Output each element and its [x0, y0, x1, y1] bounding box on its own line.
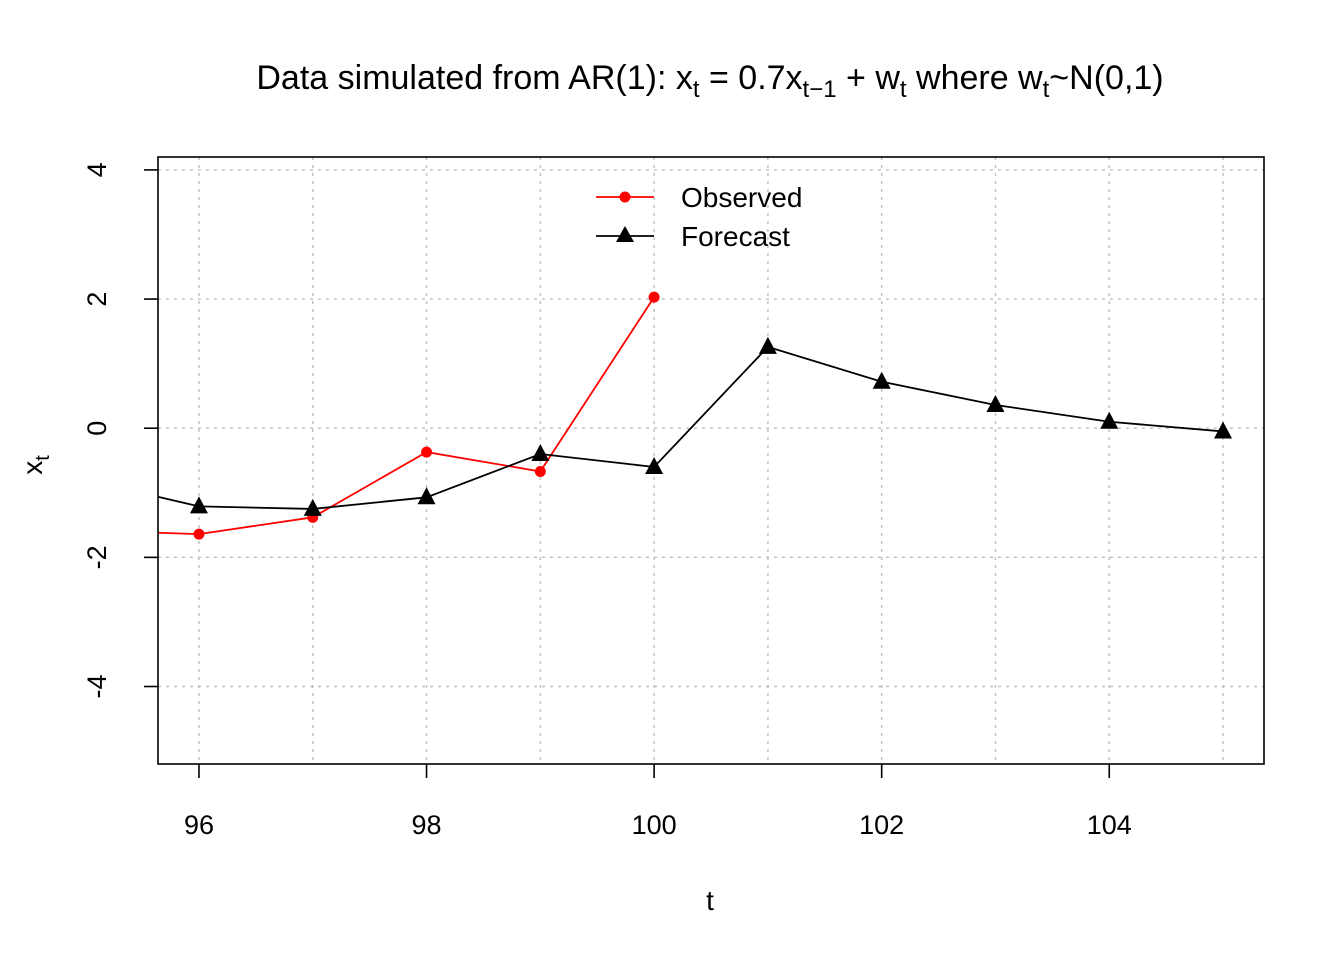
- y-tick-label: 0: [82, 421, 112, 436]
- point-observed: [534, 465, 546, 477]
- y-axis: -4 -2 0 2 4: [82, 162, 158, 699]
- title-sub-2: t−1: [803, 76, 837, 103]
- y-axis-label-sub: t: [32, 455, 54, 461]
- point-forecast: [417, 487, 436, 505]
- y-axis-label-base: x: [17, 461, 48, 475]
- point-forecast: [531, 444, 550, 462]
- x-tick-label: 96: [184, 810, 214, 840]
- point-forecast: [645, 456, 664, 474]
- point-observed: [421, 446, 433, 458]
- title-sub-3: t: [900, 76, 907, 103]
- legend-forecast-label: Forecast: [681, 221, 790, 252]
- title-suffix: ~N(0,1): [1049, 59, 1163, 97]
- point-forecast: [1214, 421, 1233, 439]
- plot-frame: [157, 156, 1265, 765]
- point-forecast: [872, 371, 891, 389]
- legend-observed-marker: [619, 191, 631, 203]
- point-observed: [193, 528, 205, 540]
- point-observed: [648, 291, 660, 303]
- series-layer: [158, 291, 1233, 540]
- grid-lines: [158, 157, 1264, 764]
- point-forecast: [303, 498, 322, 516]
- x-axis-label: t: [706, 885, 714, 916]
- y-tick-label: -2: [82, 545, 112, 569]
- y-tick-label: 4: [82, 162, 112, 177]
- point-forecast: [189, 496, 208, 514]
- title-sub-4: t: [1043, 76, 1050, 103]
- x-tick-label: 102: [859, 810, 904, 840]
- legend: Observed Forecast: [596, 182, 802, 252]
- point-forecast: [986, 394, 1005, 412]
- legend-observed-label: Observed: [681, 182, 802, 213]
- title-prefix: Data simulated from AR(1): x: [256, 59, 692, 97]
- x-tick-label: 104: [1087, 810, 1132, 840]
- x-axis: 96 98 100 102 104: [184, 764, 1132, 840]
- x-tick-label: 98: [412, 810, 442, 840]
- legend-forecast-marker: [616, 226, 634, 242]
- y-tick-label: -4: [82, 675, 112, 699]
- y-axis-label: xt: [17, 455, 54, 475]
- title-mid-3: where w: [907, 59, 1043, 97]
- point-forecast: [758, 336, 777, 354]
- title-mid-2: + w: [837, 59, 901, 97]
- point-forecast: [1100, 411, 1119, 429]
- chart-title: Data simulated from AR(1): xt = 0.7xt−1 …: [256, 59, 1163, 103]
- title-sub-1: t: [693, 76, 700, 103]
- title-mid-1: = 0.7x: [700, 59, 803, 97]
- x-tick-label: 100: [632, 810, 677, 840]
- y-tick-label: 2: [82, 292, 112, 307]
- series-line-observed: [158, 296, 655, 536]
